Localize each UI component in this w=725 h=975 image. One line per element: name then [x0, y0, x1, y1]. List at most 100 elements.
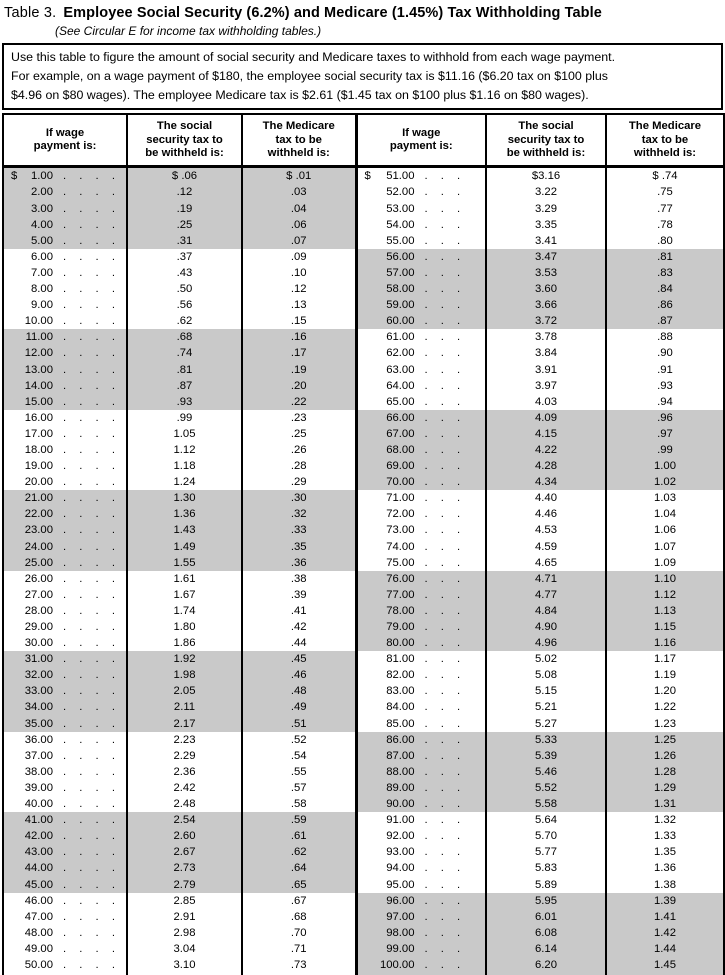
- table-row: 36.00 . . . . 2.23.52 86.00 . . . 5.33 1.25: [2, 731, 725, 748]
- dot-leader: . . . .: [63, 395, 115, 408]
- table-row: 13.00 . . . . .81.19 63.00 . . . 3.91.91: [2, 361, 725, 378]
- social-security-tax-cell: .93: [126, 393, 242, 410]
- wage-cell: 91.00 . . .: [354, 812, 486, 829]
- dot-leader: . . . .: [63, 701, 115, 714]
- medicare-tax-cell: .35: [241, 538, 357, 555]
- dot-leader: . . . .: [63, 733, 115, 746]
- dot-leader: . . .: [424, 942, 461, 955]
- wage-amount: 26.00: [24, 572, 53, 585]
- social-security-tax-cell: 5.21: [485, 699, 606, 716]
- wage-amount: 72.00: [386, 508, 415, 521]
- medicare-tax-cell: .99: [605, 441, 725, 459]
- table-row: 38.00 . . . . 2.36.55 88.00 . . . 5.46 1.28: [2, 763, 725, 780]
- medicare-tax-cell: .03: [241, 184, 357, 201]
- wage-amount: 79.00: [386, 621, 415, 634]
- medicare-tax-cell: $ .74: [605, 166, 725, 185]
- wage-amount: 95.00: [386, 878, 415, 891]
- social-security-tax-cell: 3.10: [126, 956, 242, 975]
- dot-leader: . . . .: [63, 508, 115, 521]
- table-row: 26.00 . . . . 1.61.38 76.00 . . . 4.71 1.10: [2, 570, 725, 587]
- medicare-tax-cell: 1.28: [605, 763, 725, 780]
- wage-amount: 73.00: [386, 524, 415, 537]
- wage-cell: 32.00 . . . .: [2, 667, 127, 684]
- wage-column-header-right: If wage payment is:: [354, 113, 487, 169]
- wage-amount: 94.00: [386, 862, 415, 875]
- wage-cell: 8.00 . . . .: [2, 281, 127, 298]
- page-title: Employee Social Security (6.2%) and Medi…: [63, 5, 602, 21]
- medicare-tax-cell: .70: [241, 924, 357, 941]
- table-row: 24.00 . . . . 1.49.35 74.00 . . . 4.59 1.07: [2, 538, 725, 555]
- wage-amount: 60.00: [386, 315, 415, 328]
- dot-leader: . . .: [424, 395, 461, 408]
- medicare-tax-cell: .80: [605, 232, 725, 249]
- social-security-tax-cell: 5.95: [485, 892, 606, 909]
- medicare-tax-cell: 1.19: [605, 667, 725, 684]
- wage-cell: 15.00 . . . .: [2, 393, 127, 410]
- wage-amount: 36.00: [24, 733, 53, 746]
- medicare-tax-cell: .49: [241, 699, 357, 716]
- medicare-tax-cell: 1.10: [605, 570, 725, 587]
- wage-cell: 92.00 . . .: [354, 828, 486, 845]
- medicare-tax-cell: .90: [605, 345, 725, 362]
- wage-cell: 68.00 . . .: [354, 441, 486, 459]
- medicare-tax-cell: .86: [605, 297, 725, 314]
- table-row: 32.00 . . . . 1.98.46 82.00 . . . 5.08 1.19: [2, 667, 725, 684]
- dollar-sign: $: [11, 170, 18, 183]
- wage-amount: 3.00: [31, 202, 53, 215]
- wage-amount: 84.00: [386, 701, 415, 714]
- wage-amount: 6.00: [31, 250, 53, 263]
- wage-amount: 32.00: [24, 669, 53, 682]
- wage-amount: 8.00: [31, 283, 53, 296]
- wage-cell: 39.00 . . . .: [2, 779, 127, 797]
- social-security-tax-cell: 3.84: [485, 345, 606, 362]
- wage-cell: 76.00 . . .: [354, 570, 486, 587]
- social-security-tax-cell: 4.09: [485, 409, 606, 426]
- social-security-tax-cell: $ .06: [126, 166, 242, 185]
- social-security-tax-cell: 5.89: [485, 876, 606, 893]
- medicare-tax-cell: .55: [241, 763, 357, 780]
- medicare-tax-cell: .48: [241, 683, 357, 700]
- wage-cell: 48.00 . . . .: [2, 924, 127, 941]
- social-security-tax-cell: .74: [126, 345, 242, 362]
- medicare-tax-cell: 1.20: [605, 683, 725, 700]
- dot-leader: . . . .: [63, 958, 115, 971]
- medicare-tax-cell: .57: [241, 779, 357, 797]
- wage-amount: 57.00: [386, 266, 415, 279]
- dot-leader: . . . .: [63, 443, 115, 456]
- wage-cell: 53.00 . . .: [354, 200, 486, 217]
- medicare-tax-cell: 1.42: [605, 924, 725, 941]
- social-security-tax-cell: 2.11: [126, 699, 242, 716]
- table-header-row: If wage payment is: The social security …: [2, 113, 725, 169]
- wage-cell: 65.00 . . .: [354, 393, 486, 410]
- dot-leader: . . . .: [63, 283, 115, 296]
- wage-cell: 16.00 . . . .: [2, 409, 127, 426]
- wage-cell: 19.00 . . . .: [2, 458, 127, 475]
- wage-cell: 63.00 . . .: [354, 361, 486, 378]
- wage-amount: 40.00: [24, 798, 53, 811]
- social-security-tax-cell: 2.98: [126, 924, 242, 941]
- dot-leader: . . .: [424, 749, 461, 762]
- medicare-tax-cell: .58: [241, 796, 357, 813]
- table-row: 2.00 . . . . .12.03 52.00 . . . 3.22.75: [2, 184, 725, 201]
- dot-leader: . . .: [424, 572, 461, 585]
- table-row: 27.00 . . . . 1.67.39 77.00 . . . 4.77 1.12: [2, 586, 725, 603]
- medicare-tax-cell: .30: [241, 490, 357, 507]
- medicare-tax-cell: .81: [605, 248, 725, 265]
- medicare-tax-cell: .19: [241, 361, 357, 378]
- social-security-tax-cell: .12: [126, 184, 242, 201]
- social-security-tax-cell: 5.64: [485, 812, 606, 829]
- dot-leader: . . . .: [63, 218, 115, 231]
- wage-amount: 31.00: [24, 653, 53, 666]
- wage-amount: 74.00: [386, 540, 415, 553]
- medicare-column-header-left: The Medicare tax to be withheld is:: [241, 113, 357, 169]
- table-row: 16.00 . . . . .99.23 66.00 . . . 4.09.96: [2, 409, 725, 426]
- dot-leader: . . . .: [63, 653, 115, 666]
- social-security-tax-cell: .68: [126, 329, 242, 346]
- wage-amount: 12.00: [24, 347, 53, 360]
- social-security-tax-cell: 1.55: [126, 554, 242, 571]
- wage-cell: 67.00 . . .: [354, 425, 486, 442]
- social-security-tax-cell: 1.80: [126, 619, 242, 636]
- wage-amount: 70.00: [386, 476, 415, 489]
- social-security-tax-cell: 4.53: [485, 522, 606, 539]
- dot-leader: . . .: [424, 846, 461, 859]
